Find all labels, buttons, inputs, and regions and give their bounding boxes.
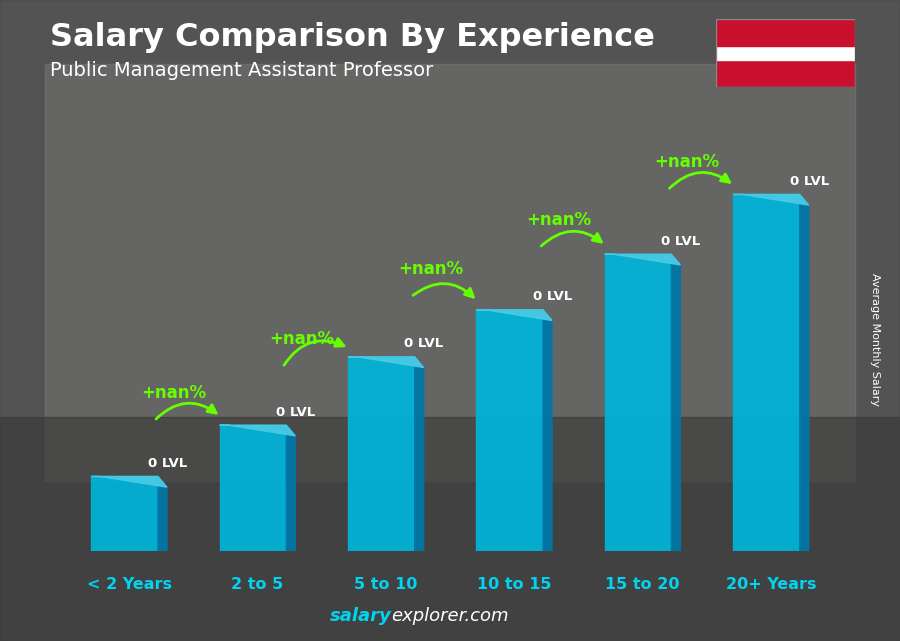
Text: explorer.com: explorer.com bbox=[392, 607, 509, 625]
Polygon shape bbox=[733, 194, 800, 551]
Text: +nan%: +nan% bbox=[526, 211, 591, 229]
Polygon shape bbox=[348, 357, 415, 551]
Polygon shape bbox=[543, 310, 552, 551]
Polygon shape bbox=[605, 254, 671, 551]
Bar bbox=[716, 46, 855, 60]
Polygon shape bbox=[800, 194, 809, 551]
Polygon shape bbox=[348, 357, 424, 367]
Bar bbox=[45, 64, 855, 481]
Text: 0 LVL: 0 LVL bbox=[148, 457, 187, 470]
Polygon shape bbox=[671, 254, 680, 551]
Polygon shape bbox=[91, 476, 158, 551]
Polygon shape bbox=[415, 357, 424, 551]
Polygon shape bbox=[91, 476, 167, 487]
Text: 0 LVL: 0 LVL bbox=[662, 235, 700, 248]
Text: 15 to 20: 15 to 20 bbox=[606, 577, 680, 592]
Text: < 2 Years: < 2 Years bbox=[86, 577, 172, 592]
Polygon shape bbox=[605, 254, 680, 265]
Text: +nan%: +nan% bbox=[654, 153, 720, 171]
Text: Salary Comparison By Experience: Salary Comparison By Experience bbox=[50, 22, 654, 53]
Text: 0 LVL: 0 LVL bbox=[789, 175, 829, 188]
Polygon shape bbox=[733, 194, 809, 205]
Polygon shape bbox=[158, 476, 167, 551]
Polygon shape bbox=[220, 425, 295, 436]
Text: 0 LVL: 0 LVL bbox=[276, 406, 315, 419]
Text: salary: salary bbox=[329, 607, 392, 625]
Text: +nan%: +nan% bbox=[398, 260, 464, 278]
Bar bbox=[716, 60, 855, 87]
Polygon shape bbox=[476, 310, 552, 320]
Text: Average Monthly Salary: Average Monthly Salary bbox=[869, 273, 880, 406]
Bar bbox=[0, 417, 900, 641]
Text: 20+ Years: 20+ Years bbox=[725, 577, 816, 592]
Text: 0 LVL: 0 LVL bbox=[404, 337, 444, 351]
Text: +nan%: +nan% bbox=[270, 330, 335, 348]
Bar bbox=[716, 19, 855, 46]
Polygon shape bbox=[220, 425, 286, 551]
Text: 0 LVL: 0 LVL bbox=[533, 290, 572, 303]
Text: 10 to 15: 10 to 15 bbox=[477, 577, 552, 592]
Text: 5 to 10: 5 to 10 bbox=[354, 577, 418, 592]
Text: 2 to 5: 2 to 5 bbox=[231, 577, 284, 592]
Text: Public Management Assistant Professor: Public Management Assistant Professor bbox=[50, 61, 433, 80]
Polygon shape bbox=[286, 425, 295, 551]
Polygon shape bbox=[476, 310, 543, 551]
Text: +nan%: +nan% bbox=[141, 384, 206, 402]
